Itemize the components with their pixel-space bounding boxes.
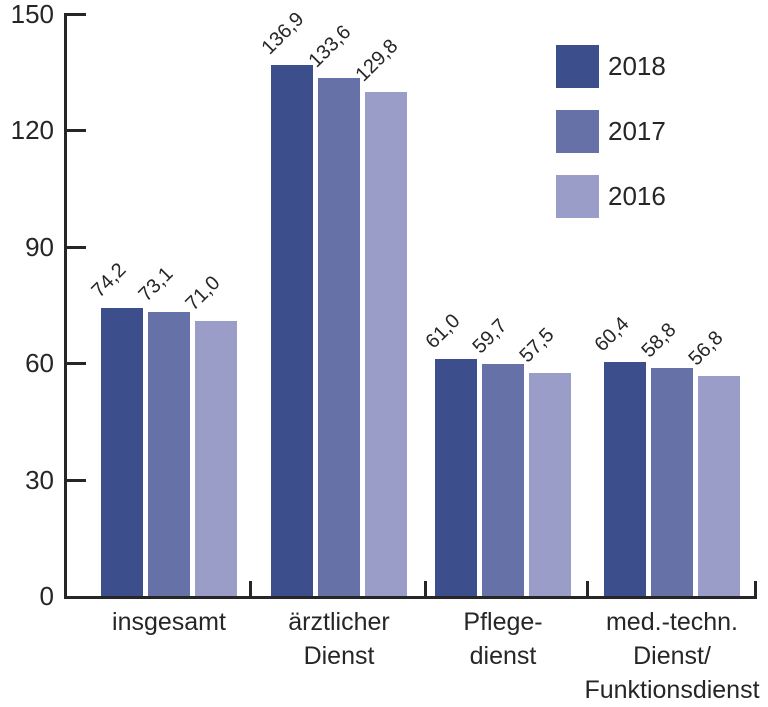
category-label-3: med.-techn. Dienst/ Funktionsdienst (584, 608, 760, 704)
y-axis-line (64, 13, 67, 599)
y-axis-tick (67, 129, 86, 133)
category-separator-tick (754, 581, 757, 596)
bar-2017-0 (148, 312, 190, 596)
bar-value-label: 60,4 (590, 312, 634, 356)
bar-value-label: 136,9 (257, 8, 309, 60)
bar-value-label: 61,0 (421, 309, 465, 353)
bar-value-label: 74,2 (87, 258, 131, 302)
bar-value-label: 56,8 (684, 326, 728, 370)
y-axis-tick-label: 60 (25, 348, 54, 379)
bar-value-label: 133,6 (304, 21, 356, 72)
bar-2016-0 (195, 321, 237, 596)
legend-swatch-2016 (556, 175, 599, 218)
bar-value-label: 71,0 (181, 271, 225, 315)
category-separator-tick (424, 581, 427, 596)
legend-item-2017: 2017 (556, 110, 696, 153)
bar-2018-1 (271, 65, 313, 596)
y-axis-tick (67, 478, 86, 482)
bar-2018-0 (101, 308, 143, 596)
bar-2016-3 (698, 376, 740, 596)
bar-value-label: 129,8 (351, 35, 403, 86)
bar-2016-2 (529, 373, 571, 596)
category-label-1: ärztlicher Dienst (288, 608, 390, 670)
legend-label: 2018 (608, 51, 666, 81)
y-axis-tick (67, 13, 86, 16)
y-axis-tick-label: 90 (25, 231, 54, 262)
y-axis-tick-label: 30 (25, 464, 54, 495)
category-label-0: insgesamt (112, 608, 226, 636)
legend-label: 2017 (608, 116, 666, 146)
category-separator-tick (586, 581, 589, 596)
bar-value-label: 59,7 (468, 314, 512, 358)
legend-item-2016: 2016 (556, 175, 696, 218)
legend-swatch-2018 (556, 45, 599, 88)
bar-value-label: 58,8 (637, 318, 681, 362)
category-label-2: Pflege- dienst (463, 608, 543, 670)
bar-value-label: 73,1 (134, 262, 178, 306)
bar-2017-2 (482, 364, 524, 596)
bar-2016-1 (365, 92, 407, 596)
bar-2018-3 (604, 362, 646, 596)
x-axis-line (64, 596, 757, 599)
bar-value-label: 57,5 (515, 323, 559, 367)
y-axis-tick-label: 0 (39, 581, 54, 611)
y-axis-tick (67, 362, 86, 366)
category-separator-tick (249, 581, 252, 596)
y-axis-tick-label: 120 (10, 115, 54, 146)
y-axis-tick-label: 150 (10, 0, 54, 29)
legend-item-2018: 2018 (556, 45, 696, 88)
bar-2017-1 (318, 78, 360, 596)
bar-2017-3 (651, 368, 693, 596)
bar-2018-2 (435, 359, 477, 596)
legend-swatch-2017 (556, 110, 599, 153)
y-axis-tick (67, 245, 86, 249)
legend-label: 2016 (608, 181, 666, 211)
